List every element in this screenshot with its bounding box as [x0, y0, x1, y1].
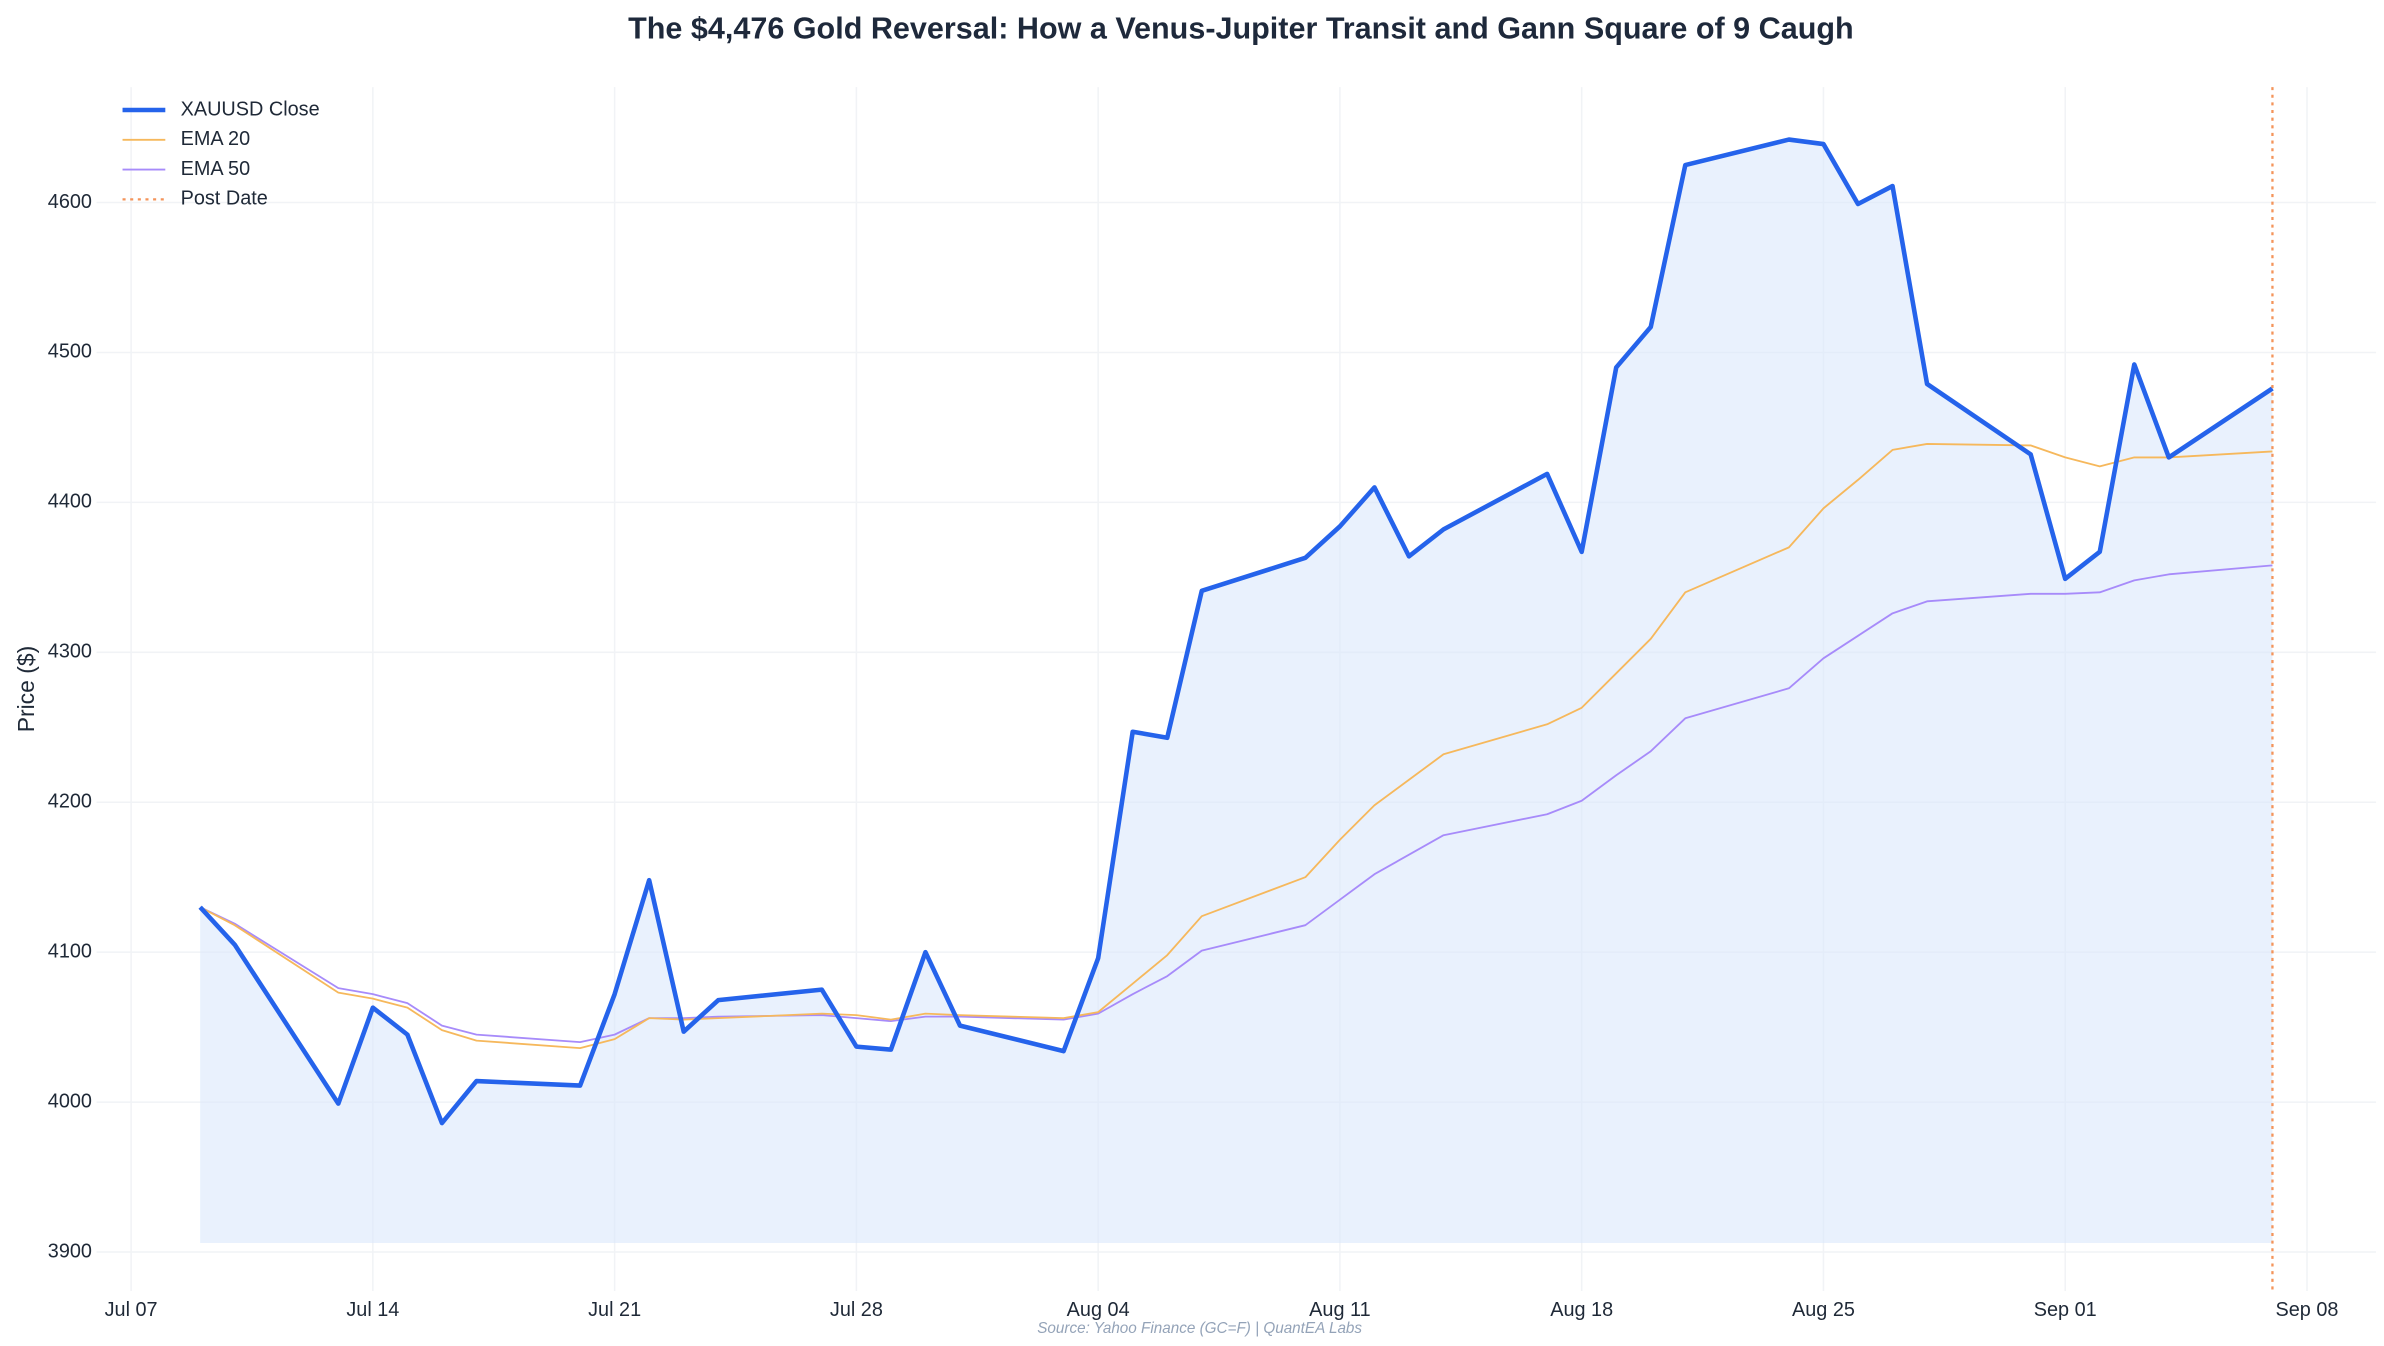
series-line	[198, 137, 2274, 1126]
x-tick-label: Jul 07	[105, 1299, 158, 1321]
legend-label: EMA 20	[181, 128, 251, 150]
x-tick-label: Aug 18	[1550, 1299, 1613, 1321]
series-line	[199, 564, 2273, 1044]
y-tick-label: 4300	[48, 641, 92, 663]
y-tick-label: 4100	[48, 940, 92, 962]
legend-label: XAUUSD Close	[181, 98, 320, 120]
x-tick-label: Sep 01	[2034, 1299, 2097, 1321]
y-tick-label: 4000	[48, 1090, 92, 1112]
x-tick-label: Jul 28	[830, 1299, 883, 1321]
legend-label: EMA 50	[181, 158, 251, 180]
area-fill	[200, 139, 2273, 1244]
y-tick-label: 4500	[48, 341, 92, 363]
y-tick-label: 4600	[48, 191, 92, 213]
y-axis-label: Price ($)	[13, 646, 39, 733]
x-tick-label: Aug 04	[1067, 1299, 1130, 1321]
x-tick-label: Aug 25	[1792, 1299, 1855, 1321]
y-tick-label: 4400	[48, 491, 92, 513]
x-tick-label: Sep 08	[2276, 1299, 2339, 1321]
legend-label: Post Date	[181, 188, 268, 210]
series-line	[199, 442, 2273, 1050]
x-tick-label: Aug 11	[1309, 1299, 1370, 1321]
x-tick-label: Jul 14	[346, 1299, 399, 1321]
x-tick-label: Jul 21	[588, 1299, 641, 1321]
y-tick-label: 3900	[48, 1240, 92, 1262]
chart-title: The $4,476 Gold Reversal: How a Venus-Ju…	[628, 12, 1854, 46]
source-note: Source: Yahoo Finance (GC=F) | QuantEA L…	[1037, 1320, 1362, 1337]
y-tick-label: 4200	[48, 790, 92, 812]
